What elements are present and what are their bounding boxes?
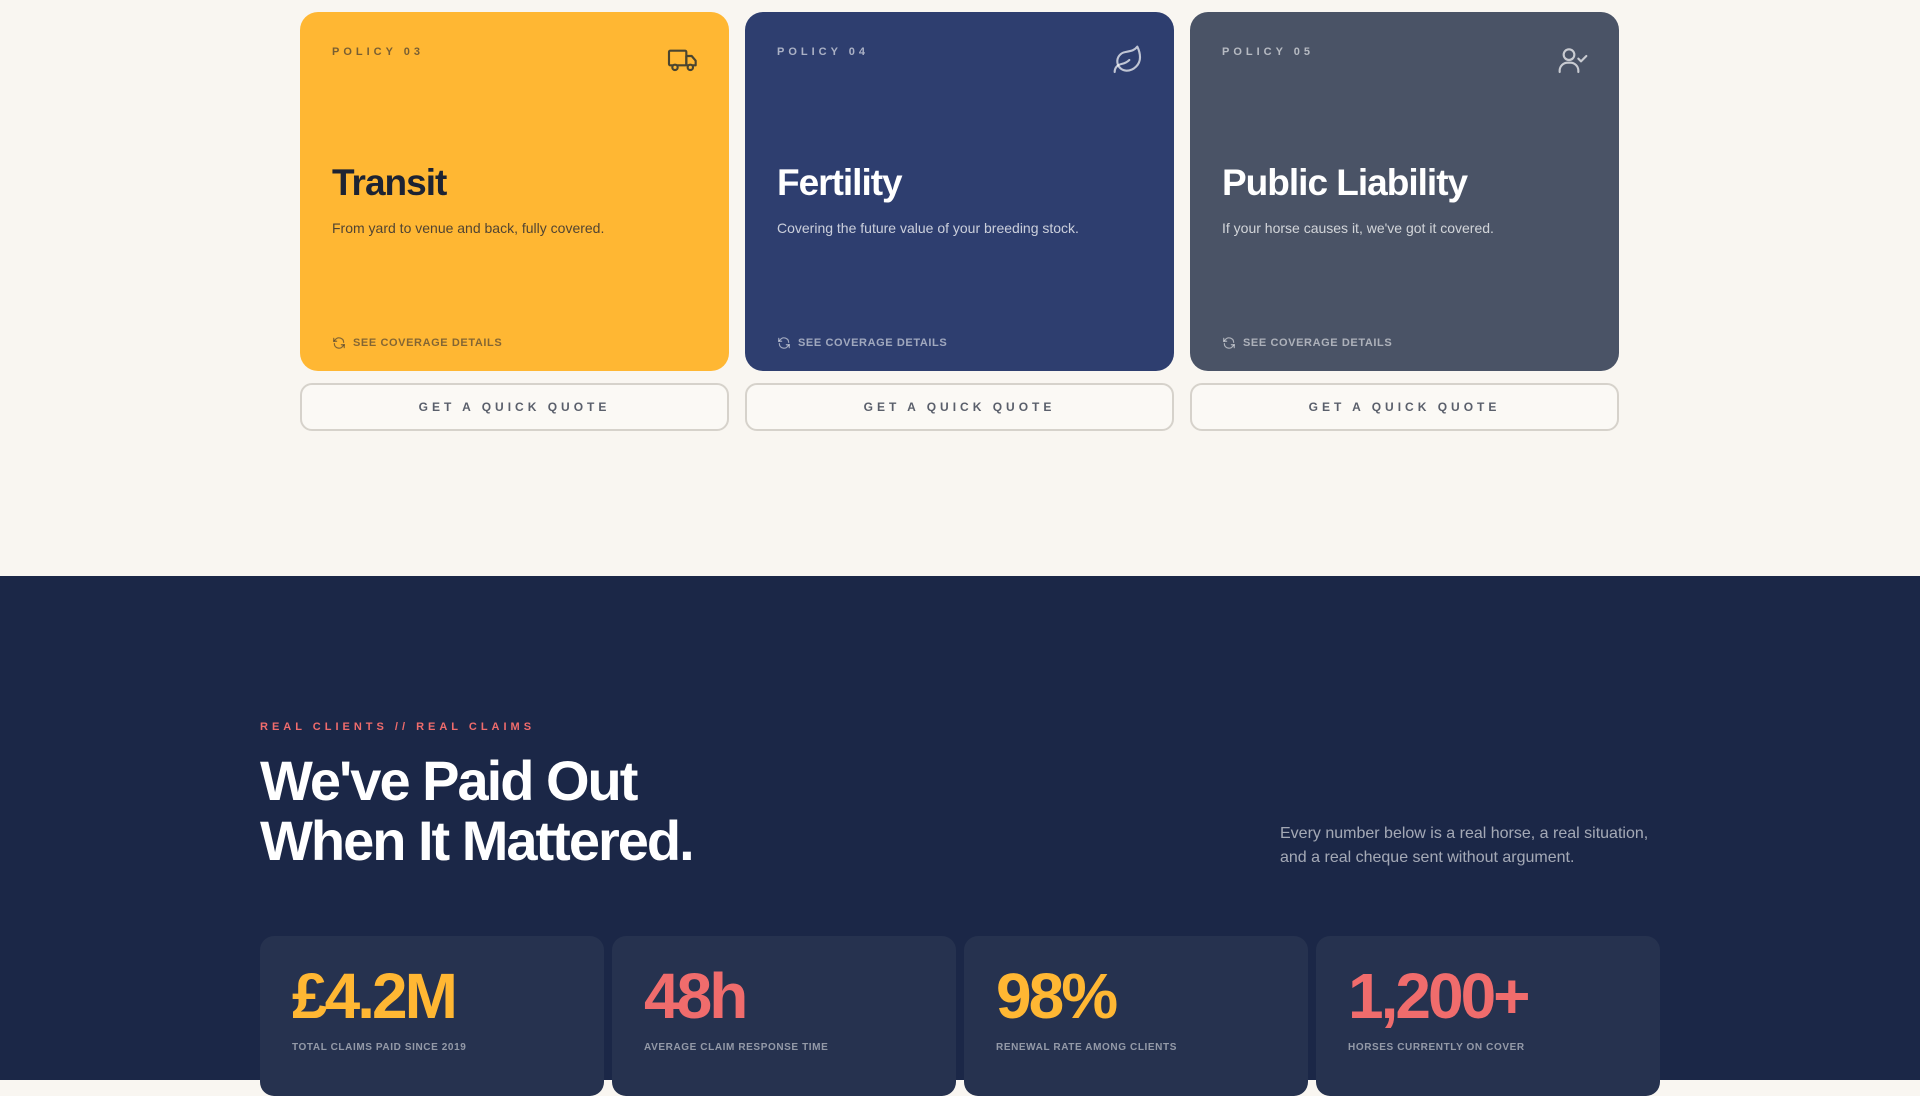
details-label: SEE COVERAGE DETAILS: [798, 337, 948, 349]
section-intro: Every number below is a real horse, a re…: [1280, 822, 1660, 870]
policy-cards: POLICY 03 Transit From yard to venue and…: [300, 12, 1619, 431]
stat-card-renewal-rate: 98% RENEWAL RATE AMONG CLIENTS: [964, 936, 1308, 1096]
policy-label: POLICY 05: [1222, 46, 1315, 58]
stats-row: £4.2M TOTAL CLAIMS PAID SINCE 2019 48h A…: [260, 936, 1660, 1096]
see-coverage-details-link[interactable]: SEE COVERAGE DETAILS: [332, 336, 502, 350]
stat-label: HORSES CURRENTLY ON COVER: [1348, 1042, 1525, 1053]
details-label: SEE COVERAGE DETAILS: [353, 337, 503, 349]
policy-card-transit[interactable]: POLICY 03 Transit From yard to venue and…: [300, 12, 729, 371]
policy-title: Fertility: [777, 162, 903, 203]
stat-card-horses-covered: 1,200+ HORSES CURRENTLY ON COVER: [1316, 936, 1660, 1096]
policy-title: Public Liability: [1222, 162, 1468, 203]
headline-line-1: We've Paid Out: [260, 749, 638, 812]
policy-column-transit: POLICY 03 Transit From yard to venue and…: [300, 12, 729, 431]
details-label: SEE COVERAGE DETAILS: [1243, 337, 1393, 349]
refresh-icon: [333, 337, 345, 349]
headline-line-2: When It Mattered.: [260, 809, 695, 872]
policy-description: From yard to venue and back, fully cover…: [332, 220, 605, 236]
policy-card-fertility[interactable]: POLICY 04 Fertility Covering the future …: [745, 12, 1174, 371]
claims-section: REAL CLIENTS // REAL CLAIMS We've Paid O…: [0, 576, 1920, 1096]
stat-card-response-time: 48h AVERAGE CLAIM RESPONSE TIME: [612, 936, 956, 1096]
section-eyebrow: REAL CLIENTS // REAL CLAIMS: [260, 721, 536, 733]
policies-section: POLICY 03 Transit From yard to venue and…: [300, 12, 1619, 431]
policy-card-public-liability[interactable]: POLICY 05 Public Liability If your horse…: [1190, 12, 1619, 371]
policy-label: POLICY 04: [777, 46, 870, 58]
stat-label: RENEWAL RATE AMONG CLIENTS: [996, 1042, 1177, 1053]
stat-label: AVERAGE CLAIM RESPONSE TIME: [644, 1042, 829, 1053]
truck-icon: [667, 49, 697, 72]
policy-column-fertility: POLICY 04 Fertility Covering the future …: [745, 12, 1174, 431]
see-coverage-details-link[interactable]: SEE COVERAGE DETAILS: [777, 336, 947, 350]
policy-description: If your horse causes it, we've got it co…: [1222, 220, 1494, 236]
policy-column-public-liability: POLICY 05 Public Liability If your horse…: [1190, 12, 1619, 431]
policy-description: Covering the future value of your breedi…: [777, 220, 1079, 236]
stat-value: 48h: [644, 960, 748, 1032]
see-coverage-details-link[interactable]: SEE COVERAGE DETAILS: [1222, 336, 1392, 350]
intro-line-2: and a real cheque sent without argument.: [1280, 849, 1575, 866]
intro-line-1: Every number below is a real horse, a re…: [1280, 825, 1649, 842]
stat-value: 1,200+: [1348, 960, 1531, 1032]
policy-title: Transit: [332, 162, 447, 203]
quick-quote-button-public-liability[interactable]: GET A QUICK QUOTE: [1190, 383, 1619, 431]
user-check-icon: [1558, 48, 1588, 74]
refresh-icon: [778, 337, 790, 349]
refresh-icon: [1223, 337, 1235, 349]
stat-label: TOTAL CLAIMS PAID SINCE 2019: [292, 1042, 467, 1053]
quick-quote-button-fertility[interactable]: GET A QUICK QUOTE: [745, 383, 1174, 431]
policy-label: POLICY 03: [332, 46, 425, 58]
stat-card-claims-paid: £4.2M TOTAL CLAIMS PAID SINCE 2019: [260, 936, 604, 1096]
stat-value: 98%: [996, 960, 1118, 1032]
stat-value: £4.2M: [292, 960, 458, 1032]
quick-quote-button-transit[interactable]: GET A QUICK QUOTE: [300, 383, 729, 431]
section-headline: We've Paid Out When It Mattered.: [260, 749, 695, 872]
leaf-icon: [1113, 45, 1142, 74]
